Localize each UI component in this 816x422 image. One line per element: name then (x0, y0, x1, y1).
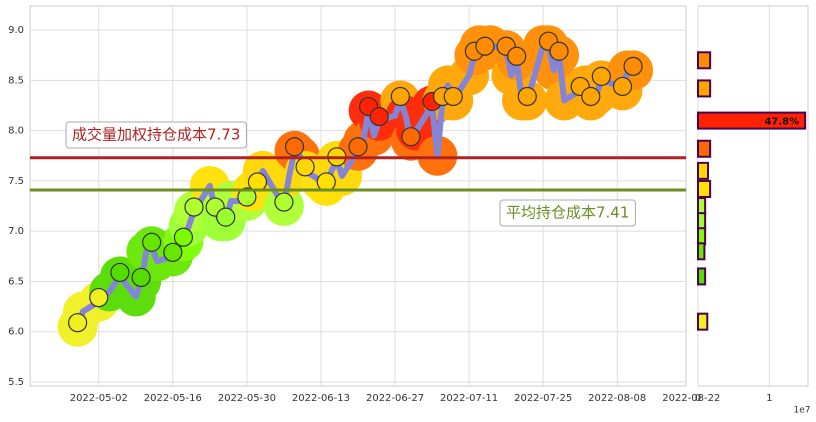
fruit-marker (443, 86, 463, 107)
fruit-marker (591, 66, 611, 86)
fruit-marker (247, 172, 268, 192)
bar (697, 312, 709, 331)
bar (697, 227, 707, 246)
fruit-marker (89, 287, 109, 308)
bar (697, 51, 712, 70)
bar (697, 161, 709, 180)
y-tick-label: 7.5 (8, 176, 24, 187)
y-tick-label: 5.5 (8, 377, 24, 388)
bar (697, 267, 707, 286)
fruit-marker (237, 187, 257, 207)
bar-frame (697, 5, 809, 387)
bar-label: 47.8% (764, 117, 799, 128)
fruit-marker (517, 86, 537, 107)
fruit-marker (184, 197, 204, 217)
fruit-marker (507, 46, 527, 66)
bar (697, 242, 706, 261)
fruit-marker (612, 76, 633, 97)
fruit-marker (131, 267, 151, 288)
x-tick-label: 2022-05-30 (218, 393, 276, 404)
fruit-marker (216, 207, 236, 227)
fruit-marker (110, 262, 130, 283)
plot-frame (29, 5, 687, 387)
cost-label-box (65, 121, 247, 149)
y-tick-label: 6.0 (8, 327, 24, 338)
x-tick-label: 2022-08-08 (588, 393, 646, 404)
x-tick-label: 1 (766, 393, 772, 404)
x-tick-label: 2022-08-22 (662, 393, 720, 404)
y-tick-label: 8.0 (8, 126, 24, 137)
fruit-marker (163, 242, 183, 262)
cost-label-box (499, 199, 636, 227)
x-tick-label: 0 (695, 393, 701, 404)
fruit-marker (295, 157, 315, 177)
x-tick-label: 2022-05-02 (70, 393, 128, 404)
fruit-marker (173, 227, 194, 247)
x-tick-label: 2022-07-25 (514, 393, 572, 404)
cost-label: 平均持仓成本7.41 (506, 204, 629, 222)
fruit-marker (549, 41, 569, 61)
x-tick-label: 2022-05-16 (144, 393, 202, 404)
fruit-marker (475, 36, 495, 56)
x-tick-label: 2022-06-27 (366, 393, 424, 404)
fruit-marker (348, 137, 368, 157)
x-tick-label: 2022-06-13 (292, 393, 350, 404)
bar (697, 179, 712, 198)
fruit-marker (401, 127, 421, 147)
axis-offset: 1e7 (794, 406, 811, 416)
bar (697, 79, 712, 98)
bar (697, 197, 707, 216)
fruit-marker (390, 86, 410, 107)
bar (697, 139, 712, 158)
bar (697, 212, 707, 231)
y-tick-label: 9.0 (8, 25, 24, 36)
fruit-marker (369, 107, 389, 127)
fruit-marker (68, 313, 88, 333)
y-tick-label: 6.5 (8, 276, 24, 287)
cost-label: 成交量加权持仓成本7.73 (72, 126, 240, 144)
x-tick-label: 2022-07-11 (440, 393, 498, 404)
fruit-marker (284, 137, 305, 157)
y-tick-label: 8.5 (8, 75, 24, 86)
fruit-marker (316, 172, 336, 192)
fruit-marker (623, 56, 643, 76)
y-tick-label: 7.0 (8, 226, 24, 237)
fruit-marker (274, 192, 294, 212)
fruit-marker (581, 86, 601, 107)
bar (697, 111, 807, 130)
fruit-marker (142, 232, 162, 252)
